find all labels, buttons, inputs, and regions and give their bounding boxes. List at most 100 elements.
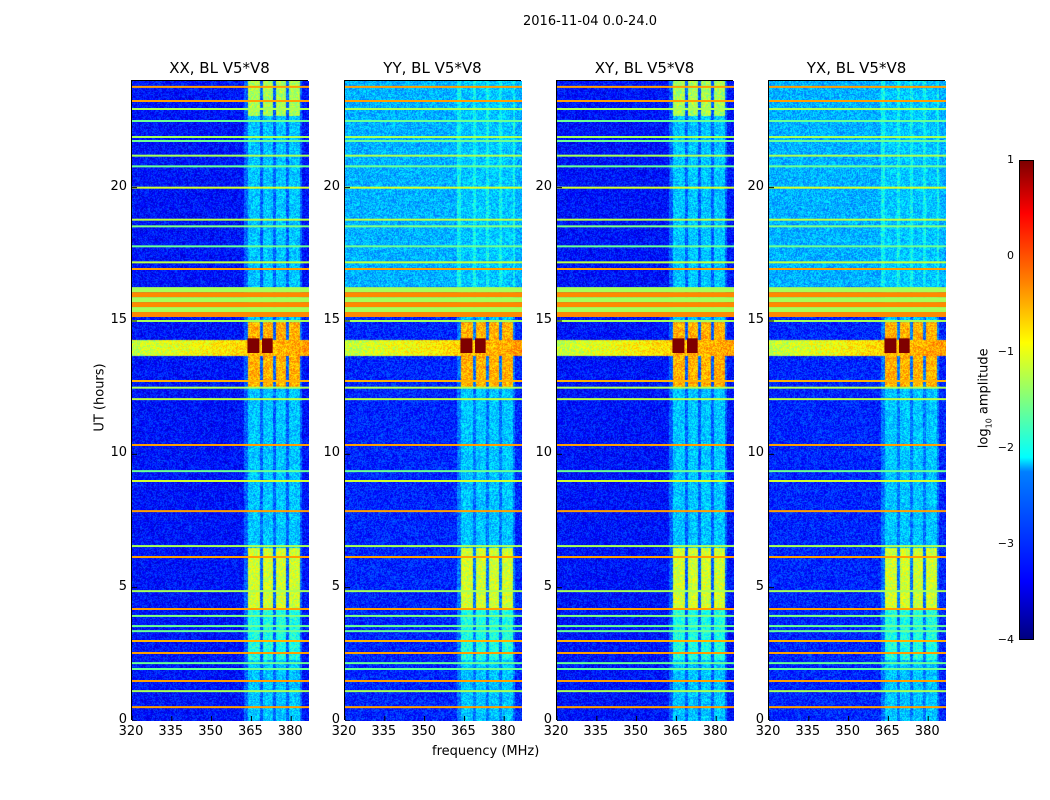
rfi-line	[557, 590, 734, 593]
rfi-band-stripe	[132, 297, 309, 303]
rfi-line	[557, 625, 734, 628]
rfi-band-stripe	[557, 292, 734, 298]
y-tick-label: 5	[543, 578, 552, 594]
rfi-line	[557, 165, 734, 168]
rfi-band-stripe	[132, 312, 309, 317]
rfi-line	[557, 108, 734, 110]
rfi-line	[345, 100, 522, 102]
rfi-band-stripe	[557, 302, 734, 308]
rfi-line	[557, 261, 734, 264]
rfi-line	[345, 245, 522, 248]
rfi-line	[132, 680, 309, 682]
rfi-line	[132, 165, 309, 168]
rfi-line	[769, 680, 946, 682]
rfi-line	[769, 480, 946, 482]
x-tick-label: 320	[755, 724, 781, 739]
rfi-line	[132, 652, 309, 654]
rfi-line	[557, 154, 734, 157]
x-axis-label: frequency (MHz)	[432, 744, 540, 759]
rfi-line	[557, 268, 734, 270]
y-tick-label: 0	[118, 712, 127, 727]
saturated-block	[672, 338, 685, 353]
y-axis-label: UT (hours)	[92, 363, 108, 432]
rfi-line	[132, 480, 309, 482]
rfi-line	[345, 470, 522, 473]
rfi-line	[345, 652, 522, 654]
rfi-line	[557, 510, 734, 513]
colorbar-tick-label: −1	[997, 345, 1014, 358]
rfi-line	[769, 225, 946, 228]
rfi-line	[132, 136, 309, 138]
rfi-line	[132, 398, 309, 401]
x-tick-label: 335	[583, 724, 609, 739]
rfi-line	[132, 668, 309, 670]
x-tick-label: 380	[702, 724, 728, 739]
x-tick-label: 320	[118, 724, 144, 739]
rfi-line	[557, 136, 734, 138]
x-tick-label: 380	[914, 724, 940, 739]
colorbar-tick-label: −4	[997, 633, 1014, 646]
rfi-line	[769, 261, 946, 264]
rfi-band-stripe	[345, 307, 522, 313]
rfi-line	[132, 662, 309, 665]
rfi-line	[769, 108, 946, 110]
rfi-line	[345, 108, 522, 110]
y-tick-label: 15	[747, 312, 764, 327]
rfi-line	[769, 690, 946, 693]
x-tick-label: 365	[874, 724, 900, 739]
rfi-line	[345, 398, 522, 401]
x-tick-label: 335	[371, 724, 397, 739]
rfi-line	[345, 140, 522, 142]
colorbar-tick-label: −3	[997, 537, 1014, 550]
rfi-line	[769, 614, 946, 617]
rfi-band-stripe	[769, 302, 946, 308]
rfi-line	[557, 668, 734, 670]
rfi-line	[345, 662, 522, 665]
rfi-line	[345, 85, 522, 88]
rfi-line	[769, 120, 946, 122]
rfi-line	[345, 320, 522, 322]
rfi-band-stripe	[557, 297, 734, 303]
rfi-line	[557, 218, 734, 221]
rfi-line	[132, 268, 309, 270]
rfi-line	[132, 640, 309, 642]
y-tick-label: 20	[323, 178, 340, 194]
rfi-line	[557, 480, 734, 482]
y-tick-label: 5	[118, 578, 127, 594]
rfi-line	[132, 590, 309, 593]
rfi-line	[769, 268, 946, 270]
rfi-band-stripe	[769, 287, 946, 293]
y-tick-label: 0	[543, 712, 552, 727]
panel-title: YX, BL V5*V8	[806, 59, 907, 77]
figure-title: 2016-11-04 0.0-24.0	[523, 14, 657, 29]
rfi-line	[769, 590, 946, 593]
rfi-line	[557, 662, 734, 665]
rfi-line	[557, 640, 734, 642]
rfi-band-stripe	[132, 307, 309, 313]
rfi-line	[769, 245, 946, 248]
y-tick-label: 10	[747, 445, 764, 461]
rfi-line	[557, 556, 734, 558]
rfi-line	[769, 545, 946, 548]
y-tick-label: 15	[110, 312, 127, 327]
rfi-band-stripe	[345, 312, 522, 317]
rfi-line	[132, 630, 309, 633]
rfi-line	[557, 398, 734, 401]
rfi-line	[769, 100, 946, 102]
rfi-line	[769, 154, 946, 157]
rfi-line	[132, 154, 309, 157]
panel-title: XY, BL V5*V8	[594, 59, 695, 77]
heatmap-panel	[768, 80, 946, 721]
rfi-line	[132, 120, 309, 122]
rfi-line	[132, 108, 309, 110]
y-tick-label: 15	[323, 312, 340, 327]
rfi-line	[769, 630, 946, 633]
rfi-line	[769, 662, 946, 665]
saturated-block	[687, 338, 698, 353]
rfi-band-stripe	[345, 302, 522, 308]
rfi-line	[345, 268, 522, 270]
rfi-line	[557, 320, 734, 322]
rfi-line	[769, 165, 946, 168]
y-tick-label: 0	[755, 712, 764, 727]
x-tick-label: 380	[277, 724, 303, 739]
